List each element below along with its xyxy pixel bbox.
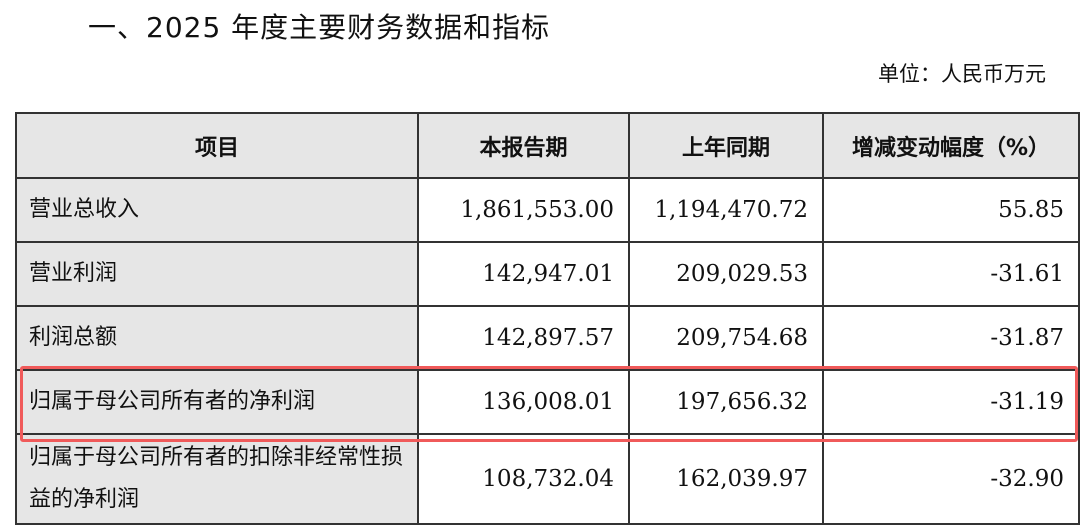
row-change: 55.85 xyxy=(822,177,1080,243)
header-current: 本报告期 xyxy=(417,112,630,179)
row-item: 营业总收入 xyxy=(15,177,419,243)
row-current: 142,947.01 xyxy=(417,241,630,307)
row-item: 利润总额 xyxy=(15,305,419,371)
row-change: -32.90 xyxy=(822,433,1080,525)
header-item: 项目 xyxy=(15,112,419,179)
header-change: 增减变动幅度（%） xyxy=(822,112,1080,179)
row-current: 142,897.57 xyxy=(417,305,630,371)
table-row: 营业总收入 1,861,553.00 1,194,470.72 55.85 xyxy=(15,177,1080,243)
table-row: 归属于母公司所有者的扣除非经常性损益的净利润 108,732.04 162,03… xyxy=(15,433,1080,525)
table-row-highlighted: 归属于母公司所有者的净利润 136,008.01 197,656.32 -31.… xyxy=(15,369,1080,435)
row-item: 营业利润 xyxy=(15,241,419,307)
row-prior: 1,194,470.72 xyxy=(628,177,824,243)
row-current: 108,732.04 xyxy=(417,433,630,525)
table-row: 营业利润 142,947.01 209,029.53 -31.61 xyxy=(15,241,1080,307)
row-change: -31.61 xyxy=(822,241,1080,307)
unit-label: 单位：人民币万元 xyxy=(878,62,1046,86)
row-current: 136,008.01 xyxy=(417,369,630,435)
row-item: 归属于母公司所有者的净利润 xyxy=(15,369,419,435)
row-prior: 209,029.53 xyxy=(628,241,824,307)
section-title: 一、2025 年度主要财务数据和指标 xyxy=(88,11,551,44)
row-prior: 197,656.32 xyxy=(628,369,824,435)
row-current: 1,861,553.00 xyxy=(417,177,630,243)
header-prior: 上年同期 xyxy=(628,112,824,179)
table-header-row: 项目 本报告期 上年同期 增减变动幅度（%） xyxy=(15,112,1080,179)
row-item: 归属于母公司所有者的扣除非经常性损益的净利润 xyxy=(15,433,419,525)
financial-data-table: 项目 本报告期 上年同期 增减变动幅度（%） 营业总收入 1,861,553.0… xyxy=(15,112,1080,525)
row-prior: 162,039.97 xyxy=(628,433,824,525)
row-change: -31.19 xyxy=(822,369,1080,435)
row-prior: 209,754.68 xyxy=(628,305,824,371)
table-row: 利润总额 142,897.57 209,754.68 -31.87 xyxy=(15,305,1080,371)
row-change: -31.87 xyxy=(822,305,1080,371)
